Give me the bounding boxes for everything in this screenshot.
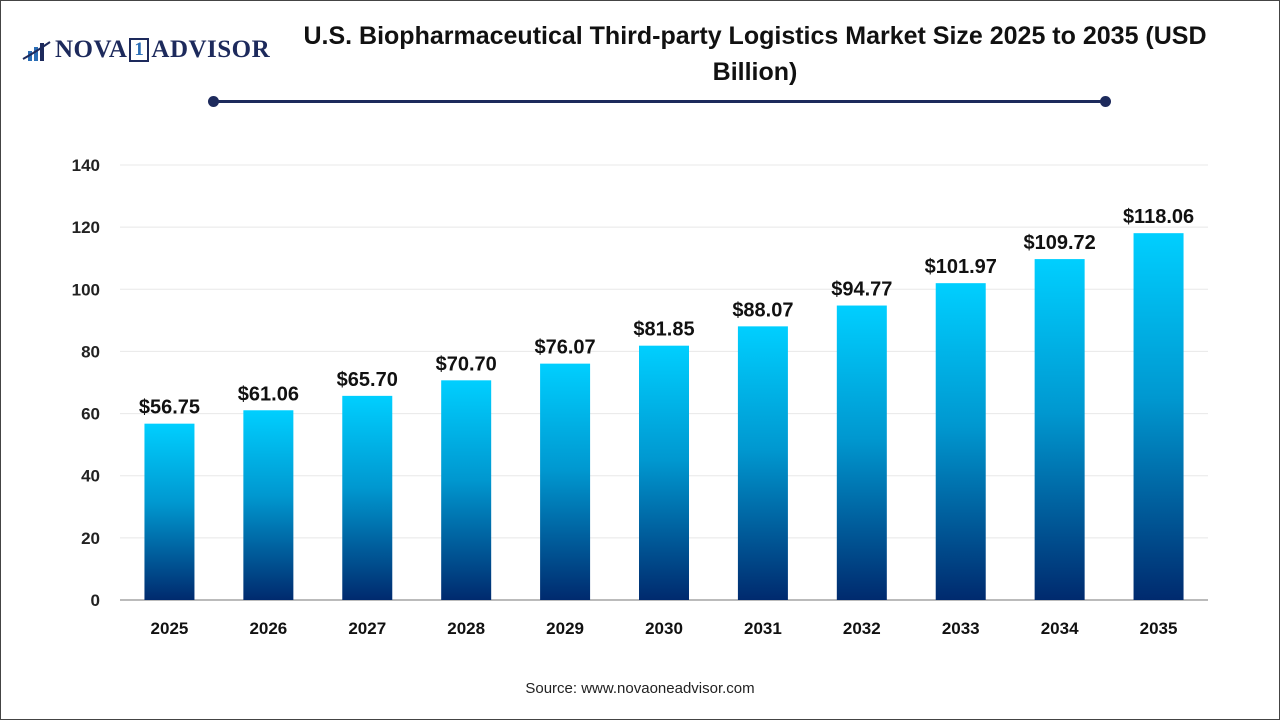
data-label: $70.70 [436,353,497,375]
bar-2026 [243,410,294,600]
y-tick-label: 0 [91,591,100,610]
y-tick-label: 20 [81,529,100,548]
bar-2027 [342,395,393,600]
logo: NOVA 1 ADVISOR [22,36,270,64]
y-tick-label: 140 [72,156,100,175]
data-label: $94.77 [831,279,892,301]
x-tick-label: 2030 [645,619,683,638]
data-label: $61.06 [238,383,299,405]
bar-2029 [540,363,591,600]
data-label: $88.07 [732,299,793,321]
x-tick-label: 2034 [1041,619,1079,638]
logo-text-one: 1 [129,38,150,62]
data-label: $109.72 [1023,232,1095,254]
data-label: $81.85 [633,319,694,341]
x-tick-label: 2029 [546,619,584,638]
data-label: $65.70 [337,369,398,391]
x-tick-label: 2028 [447,619,485,638]
bar-2028 [441,380,492,600]
bar-2030 [639,345,689,600]
bar-2033 [935,283,986,600]
x-tick-label: 2031 [744,619,782,638]
x-tick-label: 2035 [1140,619,1178,638]
bar-2032 [836,305,887,600]
divider-dot-right [1100,96,1111,107]
x-tick-label: 2026 [249,619,287,638]
y-tick-label: 120 [72,218,100,237]
bar-2035 [1133,233,1184,600]
y-tick-label: 100 [72,280,100,299]
chart-title: U.S. Biopharmaceutical Third-party Logis… [303,22,1207,86]
bar-2034 [1034,259,1085,600]
y-tick-label: 40 [81,467,100,486]
x-tick-label: 2032 [843,619,881,638]
x-tick-label: 2033 [942,619,980,638]
logo-text-nova: NOVA [55,36,128,63]
logo-text-advisor: ADVISOR [151,36,271,63]
data-label: $118.06 [1123,206,1194,228]
title-divider [213,100,1106,103]
bar-2025 [144,423,195,600]
y-tick-label: 80 [81,342,100,361]
data-label: $101.97 [925,256,997,278]
bar-2031 [737,326,788,600]
data-label: $76.07 [535,337,596,359]
y-tick-label: 60 [81,405,100,424]
divider-dot-left [208,96,219,107]
x-tick-label: 2025 [151,619,189,638]
data-label: $56.75 [139,397,200,419]
source-note: Source: www.novaoneadvisor.com [525,680,755,697]
x-tick-label: 2027 [348,619,386,638]
bar-chart-logo-icon [22,41,51,61]
